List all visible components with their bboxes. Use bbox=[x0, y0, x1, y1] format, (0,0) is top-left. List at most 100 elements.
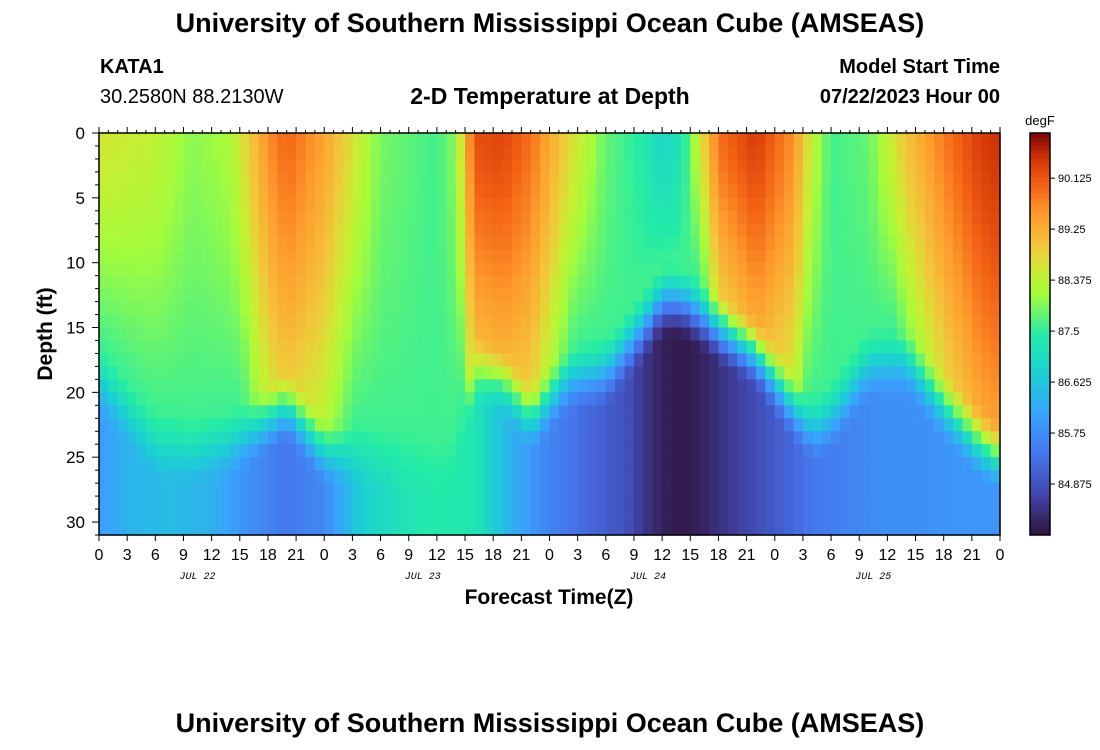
heatmap-cell bbox=[587, 184, 598, 199]
heatmap-cell bbox=[371, 418, 382, 432]
heatmap-cell bbox=[981, 457, 992, 471]
heatmap-cell bbox=[596, 301, 607, 316]
heatmap-cell bbox=[587, 158, 598, 173]
colorbar-segment bbox=[1030, 133, 1050, 138]
heatmap-cell bbox=[934, 210, 945, 225]
heatmap-cell bbox=[399, 366, 410, 380]
heatmap-cell bbox=[380, 288, 391, 303]
heatmap-cell bbox=[540, 223, 551, 238]
heatmap-cell bbox=[202, 457, 213, 471]
heatmap-cell bbox=[418, 133, 429, 147]
chart-subtitle: 2-D Temperature at Depth bbox=[410, 83, 690, 109]
heatmap-cell bbox=[549, 288, 560, 303]
heatmap-cell bbox=[164, 418, 175, 432]
heatmap-cell bbox=[990, 483, 1001, 497]
heatmap-cell bbox=[305, 509, 316, 523]
heatmap-cell bbox=[737, 483, 748, 497]
heatmap-cell bbox=[502, 158, 513, 173]
heatmap-cell bbox=[418, 171, 429, 186]
heatmap-cell bbox=[652, 509, 663, 523]
heatmap-cell bbox=[305, 392, 316, 406]
heatmap-cell bbox=[624, 392, 635, 406]
heatmap-cell bbox=[408, 249, 419, 264]
heatmap-cell bbox=[343, 145, 354, 160]
colorbar-segment bbox=[1030, 137, 1050, 142]
heatmap-cell bbox=[324, 340, 335, 355]
colorbar-segment bbox=[1030, 313, 1050, 319]
heatmap-cell bbox=[221, 314, 231, 329]
heatmap-cell bbox=[305, 496, 316, 510]
heatmap-cell bbox=[831, 444, 842, 458]
colorbar-segment bbox=[1030, 402, 1050, 407]
heatmap-cell bbox=[784, 184, 795, 199]
heatmap-cell bbox=[990, 236, 1001, 251]
heatmap-cell bbox=[343, 366, 354, 380]
heatmap-cell bbox=[164, 314, 175, 329]
heatmap-cell bbox=[333, 288, 344, 303]
heatmap-cell bbox=[953, 431, 964, 445]
heatmap-cell bbox=[812, 171, 823, 186]
heatmap-cell bbox=[558, 470, 569, 484]
heatmap-cell bbox=[868, 171, 879, 186]
heatmap-cell bbox=[652, 366, 663, 380]
heatmap-cell bbox=[521, 522, 532, 536]
heatmap-cell bbox=[943, 431, 954, 445]
heatmap-cell bbox=[690, 392, 701, 406]
heatmap-cell bbox=[915, 275, 926, 290]
heatmap-cell bbox=[896, 184, 907, 199]
heatmap-cell bbox=[474, 353, 485, 368]
heatmap-cell bbox=[239, 210, 250, 225]
heatmap-cell bbox=[108, 184, 119, 199]
heatmap-cell bbox=[624, 145, 635, 160]
heatmap-cell bbox=[155, 457, 166, 471]
heatmap-cell bbox=[371, 145, 382, 160]
heatmap-cell bbox=[549, 431, 560, 445]
heatmap-cell bbox=[849, 353, 860, 368]
heatmap-cell bbox=[127, 236, 138, 251]
heatmap-cell bbox=[774, 470, 785, 484]
heatmap-cell bbox=[371, 301, 382, 316]
heatmap-cell bbox=[361, 392, 372, 406]
heatmap-cell bbox=[436, 301, 447, 316]
heatmap-cell bbox=[746, 314, 757, 329]
heatmap-cell bbox=[399, 522, 410, 536]
heatmap-cell bbox=[633, 496, 644, 510]
heatmap-cell bbox=[465, 314, 476, 329]
heatmap-cell bbox=[427, 353, 438, 368]
heatmap-cell bbox=[174, 522, 185, 536]
heatmap-cell bbox=[662, 314, 673, 329]
heatmap-cell bbox=[633, 379, 644, 393]
heatmap-cell bbox=[680, 275, 691, 290]
heatmap-cell bbox=[549, 171, 560, 186]
heatmap-cell bbox=[784, 457, 795, 471]
heatmap-cell bbox=[155, 223, 166, 238]
heatmap-cell bbox=[615, 470, 626, 484]
heatmap-cell bbox=[652, 418, 663, 432]
heatmap-cell bbox=[859, 431, 870, 445]
heatmap-cell bbox=[990, 470, 1001, 484]
heatmap-cell bbox=[793, 457, 804, 471]
heatmap-cell bbox=[709, 431, 720, 445]
heatmap-cell bbox=[183, 223, 194, 238]
heatmap-cell bbox=[718, 379, 729, 393]
heatmap-cell bbox=[849, 197, 860, 212]
heatmap-cell bbox=[352, 184, 363, 199]
heatmap-cell bbox=[164, 262, 175, 277]
heatmap-cell bbox=[389, 275, 400, 290]
heatmap-cell bbox=[361, 327, 372, 342]
heatmap-cell bbox=[465, 392, 476, 406]
heatmap-cell bbox=[774, 171, 785, 186]
heatmap-cell bbox=[127, 405, 138, 419]
heatmap-cell bbox=[596, 418, 607, 432]
heatmap-cell bbox=[662, 171, 673, 186]
heatmap-cell bbox=[652, 236, 663, 251]
heatmap-cell bbox=[877, 379, 888, 393]
heatmap-cell bbox=[774, 418, 785, 432]
heatmap-cell bbox=[465, 236, 476, 251]
date-label: JUL 24 bbox=[630, 572, 666, 583]
heatmap-cell bbox=[202, 275, 213, 290]
heatmap-cell bbox=[924, 184, 935, 199]
heatmap-cell bbox=[455, 483, 466, 497]
heatmap-cell bbox=[690, 444, 701, 458]
heatmap-cell bbox=[483, 249, 494, 264]
